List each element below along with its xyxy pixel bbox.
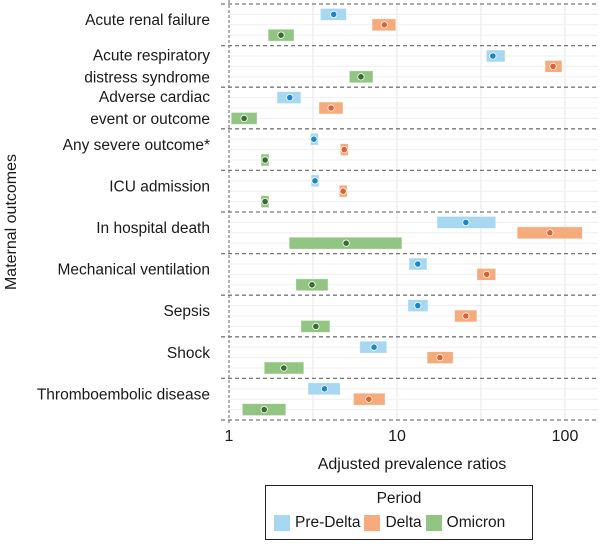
estimate-point-omicron: [277, 31, 285, 39]
y-tick-label: ICU admission: [109, 178, 210, 195]
legend-title: Period: [376, 490, 422, 507]
y-tick-label: Thromboembolic disease: [37, 386, 210, 403]
estimate-point-delta: [340, 146, 348, 154]
estimate-point-delta: [436, 353, 444, 362]
estimate-point-omicron: [312, 322, 320, 330]
legend: Period Pre-Delta Delta Omicron: [265, 485, 533, 540]
estimate-point-pre-delta: [311, 177, 319, 185]
estimate-point-pre-delta: [320, 385, 329, 393]
y-axis-title: Maternal outcomes: [3, 154, 20, 290]
estimate-point-delta: [546, 229, 554, 237]
estimate-point-omicron: [280, 364, 288, 372]
legend-item-pre-delta: Pre-Delta: [274, 514, 360, 532]
estimate-point-pre-delta: [330, 10, 338, 18]
estimate-point-omicron: [308, 281, 316, 289]
legend-item-omicron: Omicron: [425, 514, 506, 532]
row-separators: [221, 0, 598, 423]
estimate-point-pre-delta: [414, 260, 422, 268]
legend-swatch-pre-delta: [274, 515, 290, 531]
y-tick-label: In hospital death: [96, 220, 210, 237]
estimate-point-omicron: [357, 73, 365, 81]
estimate-point-delta: [339, 187, 347, 195]
data-marks: [230, 7, 583, 417]
estimate-point-omicron: [261, 198, 269, 206]
legend-item-delta: Delta: [364, 514, 422, 532]
x-tick-labels: 1 10 100: [225, 428, 579, 445]
y-tick-label: Acute renal failure: [85, 12, 210, 29]
estimate-point-omicron: [342, 239, 350, 247]
y-tick-label: Shock: [167, 345, 210, 362]
estimate-point-delta: [462, 312, 470, 320]
legend-swatch-omicron: [425, 515, 442, 531]
y-tick-label: Sepsis: [163, 303, 210, 320]
estimate-point-delta: [549, 62, 557, 71]
estimate-point-pre-delta: [310, 135, 318, 143]
legend-items: Pre-Delta Delta Omicron: [274, 514, 509, 532]
estimate-point-delta: [327, 104, 335, 112]
legend-swatch-delta: [364, 515, 381, 531]
x-tick-label: 10: [388, 428, 406, 445]
estimate-point-omicron: [260, 405, 268, 414]
estimate-point-omicron: [240, 114, 248, 123]
estimate-point-pre-delta: [489, 52, 497, 60]
y-tick-label: Any severe outcome*: [63, 137, 210, 154]
gridlines: [229, 4, 598, 420]
estimate-point-pre-delta: [370, 343, 378, 351]
estimate-point-pre-delta: [462, 218, 470, 226]
estimate-point-pre-delta: [414, 301, 422, 310]
legend-label-delta: Delta: [385, 514, 422, 531]
estimate-point-delta: [380, 21, 388, 29]
estimate-point-delta: [483, 270, 491, 278]
legend-label-omicron: Omicron: [446, 514, 506, 531]
x-tick-label: 1: [225, 428, 234, 445]
x-tick-label: 100: [552, 428, 579, 445]
estimate-point-pre-delta: [286, 94, 294, 102]
y-tick-label: Mechanical ventilation: [57, 262, 210, 279]
y-tick-labels: Acute renal failure Acute respiratory dist…: [37, 12, 210, 403]
y-tick-label: Acute respiratory distress syndrome: [84, 48, 210, 87]
estimate-point-delta: [365, 395, 373, 403]
legend-label-pre-delta: Pre-Delta: [295, 514, 361, 531]
estimate-point-omicron: [261, 156, 269, 164]
y-tick-label: Adverse cardiac event or outcome: [90, 89, 210, 128]
x-axis-title: Adjusted prevalence ratios: [318, 456, 507, 473]
